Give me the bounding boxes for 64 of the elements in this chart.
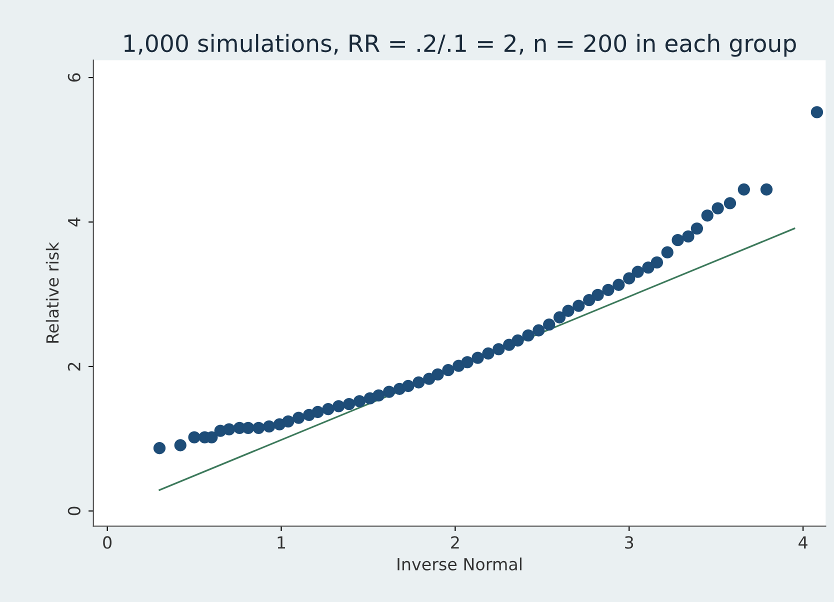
- point: [332, 400, 345, 412]
- point: [482, 347, 494, 360]
- point: [263, 420, 276, 433]
- point: [553, 311, 566, 324]
- point: [543, 318, 556, 331]
- point: [583, 294, 596, 306]
- point: [642, 261, 654, 274]
- point: [282, 415, 294, 428]
- point: [402, 380, 414, 392]
- point: [383, 386, 396, 398]
- point: [602, 284, 614, 296]
- point: [701, 209, 714, 222]
- point: [672, 234, 684, 246]
- x-tick-label: 0: [103, 536, 112, 549]
- x-axis-title: Inverse Normal: [398, 558, 522, 570]
- point: [432, 368, 444, 381]
- point: [442, 364, 454, 376]
- y-tick-label: 4: [68, 218, 80, 227]
- point: [423, 372, 436, 385]
- point: [343, 398, 356, 410]
- point: [724, 197, 736, 210]
- point: [572, 300, 585, 312]
- y-tick-label: 6: [68, 73, 80, 82]
- point: [174, 439, 186, 452]
- point: [372, 389, 385, 402]
- point: [682, 230, 694, 243]
- point: [452, 360, 465, 372]
- point: [612, 278, 625, 291]
- point: [153, 442, 166, 454]
- point: [492, 343, 505, 356]
- x-tick-label: 1: [278, 536, 286, 549]
- point: [532, 324, 545, 336]
- point: [562, 304, 574, 317]
- point: [472, 352, 484, 364]
- point: [810, 106, 824, 118]
- point: [322, 403, 334, 416]
- x-tick-label: 3: [625, 536, 634, 549]
- x-tick-label: 4: [798, 536, 808, 549]
- point: [760, 183, 773, 196]
- point: [690, 222, 704, 235]
- point: [461, 356, 474, 368]
- x-tick-label: 2: [451, 536, 459, 549]
- point: [650, 256, 664, 269]
- point: [503, 338, 516, 351]
- point: [522, 329, 534, 342]
- point: [252, 422, 265, 434]
- point: [188, 431, 200, 444]
- point: [623, 272, 636, 284]
- point: [242, 422, 254, 434]
- y-tick-label: 0: [68, 506, 80, 516]
- point: [292, 412, 305, 424]
- y-tick-label: 2: [68, 362, 80, 371]
- point: [592, 288, 604, 302]
- point: [412, 376, 425, 388]
- chart-title: 1,000 simulations, RR = .2/.1 = 2, n = 200 in each group: [124, 34, 796, 57]
- point: [712, 202, 724, 214]
- point: [661, 246, 674, 258]
- y-axis-title: Relative risk: [46, 242, 59, 343]
- point: [512, 334, 524, 347]
- point: [632, 266, 644, 278]
- point: [738, 183, 750, 196]
- point: [223, 423, 236, 436]
- point: [353, 395, 366, 408]
- point: [312, 406, 324, 418]
